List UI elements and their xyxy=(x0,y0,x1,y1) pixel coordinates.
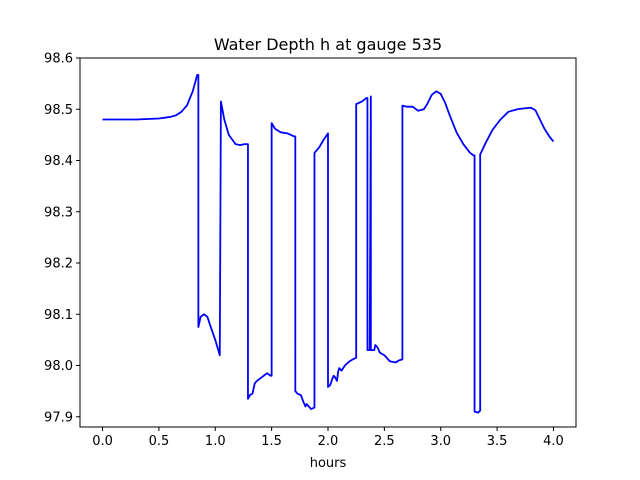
y-axis: 97.9 98.0 98.1 98.2 98.3 98.4 98.5 98.6 xyxy=(44,52,80,425)
x-tick-label: 1.5 xyxy=(261,434,282,449)
chart-title: Water Depth h at gauge 535 xyxy=(214,35,442,54)
y-tick-label: 98.4 xyxy=(44,154,73,169)
x-axis: 0.0 0.5 1.0 1.5 2.0 2.5 3.0 3.5 4.0 xyxy=(92,427,564,449)
x-tick-label: 1.0 xyxy=(205,434,226,449)
x-tick-label: 0.0 xyxy=(92,434,113,449)
y-tick-label: 97.9 xyxy=(44,410,73,425)
y-tick-label: 98.5 xyxy=(44,103,73,118)
y-tick-label: 98.2 xyxy=(44,257,73,272)
series-line xyxy=(102,74,555,414)
x-tick-label: 3.0 xyxy=(430,434,451,449)
x-tick-label: 3.5 xyxy=(487,434,508,449)
y-tick-label: 98.1 xyxy=(44,308,73,323)
x-axis-label: hours xyxy=(310,456,347,471)
x-tick-label: 0.5 xyxy=(149,434,170,449)
x-tick-label: 2.0 xyxy=(318,434,339,449)
x-tick-label: 2.5 xyxy=(374,434,395,449)
y-tick-label: 98.0 xyxy=(44,359,73,374)
y-tick-label: 98.3 xyxy=(44,205,73,220)
y-tick-label: 98.6 xyxy=(44,52,73,67)
x-tick-label: 4.0 xyxy=(543,434,564,449)
